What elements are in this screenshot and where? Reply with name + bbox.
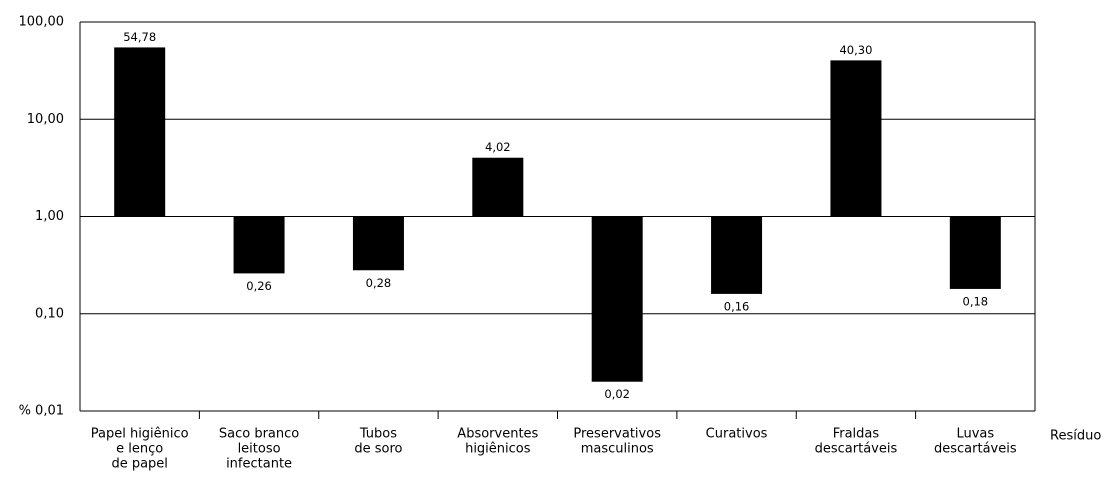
y-tick-label: 100,00: [19, 15, 65, 30]
bar: [114, 47, 166, 217]
x-tick-label: leitoso: [238, 442, 281, 457]
value-label: 0,02: [604, 387, 630, 401]
x-tick-label: Luvas: [956, 427, 994, 442]
y-tick-label: 10,00: [27, 112, 64, 127]
x-tick-label: de papel: [111, 457, 167, 472]
value-label: 0,26: [246, 279, 272, 293]
x-tick-label: Absorventes: [457, 427, 538, 442]
x-tick-label: infectante: [226, 457, 292, 472]
bar: [830, 60, 882, 217]
x-tick-label: e lenço: [116, 442, 163, 457]
value-label: 4,02: [485, 140, 511, 154]
x-tick-label: masculinos: [581, 442, 654, 457]
x-tick-label: Papel higiênico: [91, 427, 189, 442]
x-tick-label: Fraldas: [833, 427, 880, 442]
value-label: 0,16: [724, 299, 750, 313]
y-tick-label: 1,00: [35, 209, 64, 224]
x-tick-label: de soro: [354, 442, 402, 457]
x-axis-label: Resíduo: [1050, 429, 1101, 444]
bar: [949, 216, 1001, 289]
bar: [472, 157, 524, 217]
value-label: 0,28: [366, 276, 392, 290]
bar: [233, 216, 285, 274]
x-tick-label: descartáveis: [815, 442, 898, 457]
y-tick-label: 0,10: [35, 306, 64, 321]
x-tick-label: descartáveis: [934, 442, 1017, 457]
x-tick-label: Saco branco: [219, 427, 299, 442]
value-label: 0,18: [963, 294, 989, 308]
value-label: 54,78: [123, 30, 156, 44]
x-tick-label: Curativos: [706, 427, 768, 442]
y-tick-label: % 0,01: [19, 404, 64, 419]
x-tick-label: higiênicos: [465, 442, 531, 457]
bar: [352, 216, 404, 271]
x-tick-label: Preservativos: [573, 427, 661, 442]
value-label: 40,30: [839, 43, 872, 57]
bar: [711, 216, 763, 294]
x-tick-label: Tubos: [359, 427, 397, 442]
bar: [591, 216, 643, 382]
